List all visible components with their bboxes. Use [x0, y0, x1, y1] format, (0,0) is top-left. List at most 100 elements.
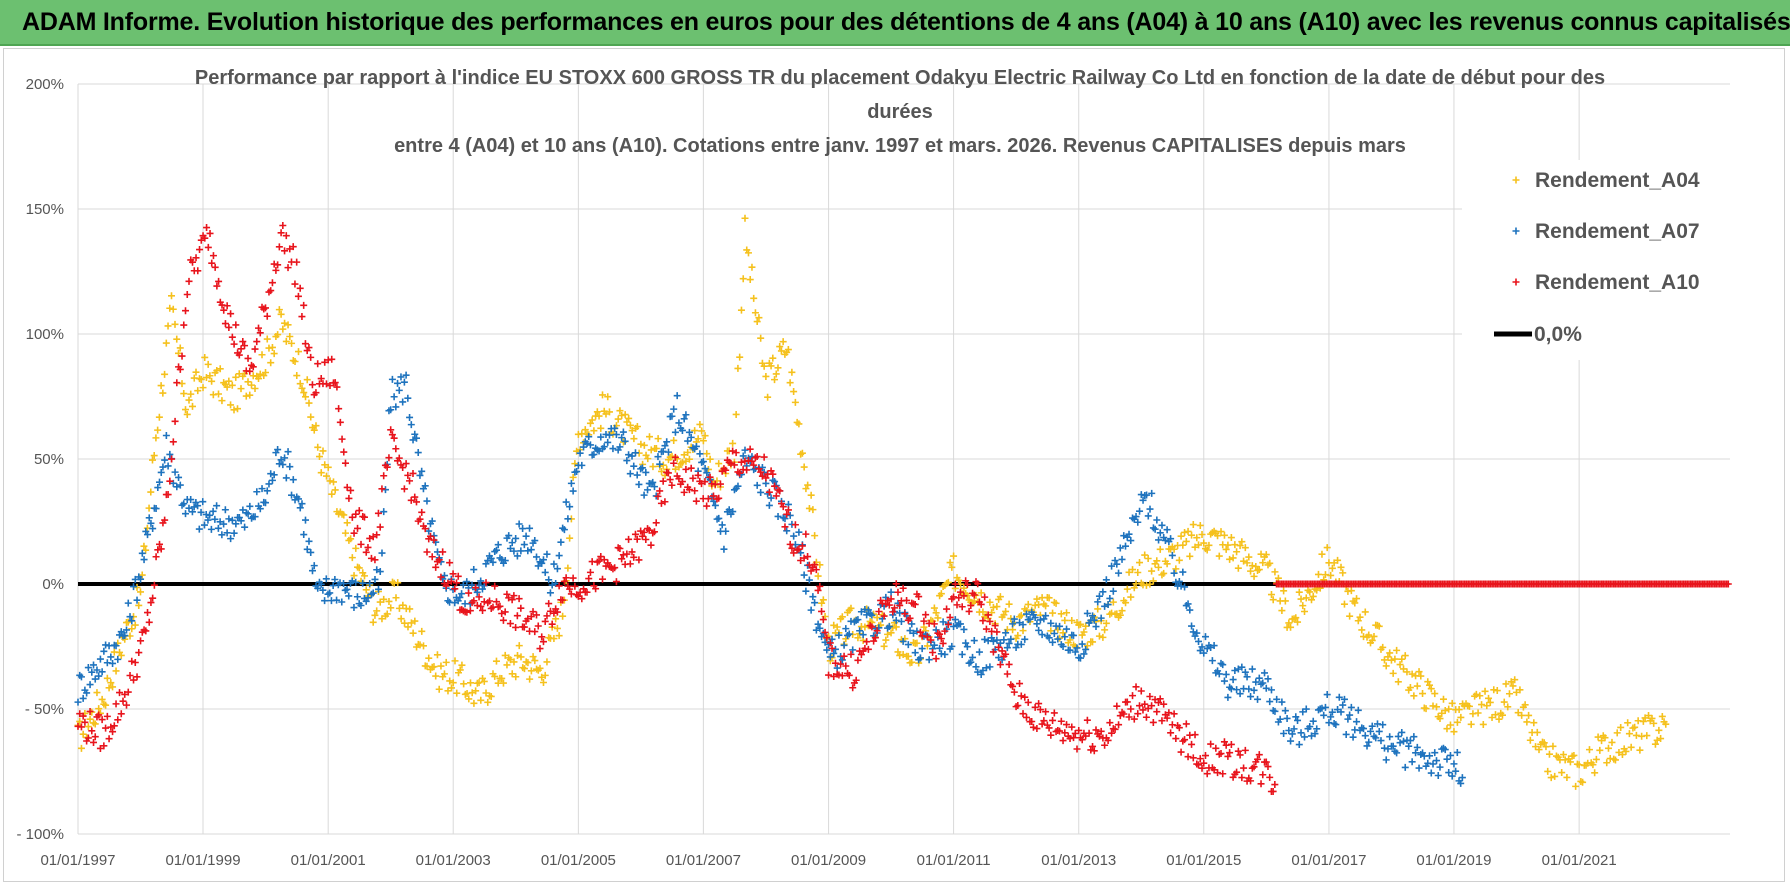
- series-rendement-a10-point: [112, 700, 120, 708]
- series-rendement-a10-point: [510, 592, 518, 600]
- legend-label: Rendement_A07: [1535, 220, 1700, 243]
- series-rendement-a10-point: [1029, 723, 1037, 731]
- series-rendement-a07-point: [144, 531, 152, 539]
- series-rendement-a10-point: [355, 507, 363, 515]
- series-rendement-a10-point: [1115, 721, 1123, 729]
- series-rendement-a04-point: [1189, 521, 1197, 529]
- series-rendement-a04-point: [175, 349, 183, 357]
- series-rendement-a10-point: [1219, 770, 1227, 778]
- series-rendement-a10-point: [638, 532, 646, 540]
- series-rendement-a04-point: [352, 544, 360, 552]
- series-rendement-a10-point: [873, 627, 881, 635]
- series-rendement-a07-point: [1078, 640, 1086, 648]
- series-rendement-a04-point: [1601, 734, 1609, 742]
- series-rendement-a07-point: [428, 517, 436, 525]
- series-rendement-a07-point: [1431, 749, 1439, 757]
- series-rendement-a10-point: [1191, 731, 1199, 739]
- series-rendement-a04-point: [652, 444, 660, 452]
- series-rendement-a10-point: [823, 634, 831, 642]
- series-rendement-a10-point: [1113, 702, 1121, 710]
- series-rendement-a10-point: [430, 536, 438, 544]
- series-rendement-a04-point: [1236, 542, 1244, 550]
- series-rendement-a07-point: [1113, 560, 1121, 568]
- series-rendement-a07-point: [95, 672, 103, 680]
- series-rendement-a07-point: [661, 442, 669, 450]
- series-rendement-a10-point: [183, 291, 191, 299]
- series-rendement-a07-point: [644, 486, 652, 494]
- series-rendement-a10-point: [470, 597, 478, 605]
- series-rendement-a04-point: [1250, 572, 1258, 580]
- series-rendement-a04-point: [244, 378, 252, 386]
- series-rendement-a04-point: [1483, 702, 1491, 710]
- series-rendement-a10-point: [543, 612, 551, 620]
- series-rendement-a04-point: [152, 434, 160, 442]
- series-rendement-a07-point: [842, 625, 850, 633]
- series-rendement-a10-point: [110, 722, 118, 730]
- series-rendement-a07-point: [950, 622, 958, 630]
- series-rendement-a04-point: [934, 614, 942, 622]
- series-rendement-a10-point: [201, 234, 209, 242]
- series-rendement-a07-point: [580, 443, 588, 451]
- series-rendement-a04-point: [703, 450, 711, 458]
- series-rendement-a07-point: [418, 467, 426, 475]
- series-rendement-a07-point: [1361, 732, 1369, 740]
- series-rendement-a07-point: [1443, 755, 1451, 763]
- series-rendement-a10-point: [1009, 682, 1017, 690]
- series-rendement-a07-point: [468, 581, 476, 589]
- series-rendement-a04-point: [1608, 738, 1616, 746]
- series-rendement-a04-point: [946, 559, 954, 567]
- series-rendement-a07-point: [715, 514, 723, 522]
- series-rendement-a10-point: [637, 527, 645, 535]
- y-tick-label: 200%: [26, 76, 64, 93]
- series-rendement-a10-point: [1264, 763, 1272, 771]
- series-rendement-a04-point: [1526, 736, 1534, 744]
- series-rendement-a10-point: [374, 509, 382, 517]
- series-rendement-a10-point: [769, 470, 777, 478]
- series-rendement-a10-point: [1075, 726, 1083, 734]
- series-rendement-a04-point: [1217, 528, 1225, 536]
- series-rendement-a10-point: [864, 645, 872, 653]
- series-rendement-a10-point: [960, 592, 968, 600]
- series-rendement-a10-point: [88, 727, 96, 735]
- series-rendement-a10-point: [196, 246, 204, 254]
- series-rendement-a04-point: [1278, 607, 1286, 615]
- series-rendement-a04-point: [341, 529, 349, 537]
- series-rendement-a07-point: [1111, 557, 1119, 565]
- series-rendement-a04-point: [117, 651, 125, 659]
- series-rendement-a04-point: [779, 338, 787, 346]
- series-rendement-a04-point: [880, 642, 888, 650]
- series-rendement-a07-point: [345, 592, 353, 600]
- series-rendement-a04-point: [340, 511, 348, 519]
- series-rendement-a04-point: [192, 368, 200, 376]
- series-rendement-a04-point: [98, 695, 106, 703]
- series-rendement-a07-point: [550, 560, 558, 568]
- series-rendement-a10-point: [1137, 687, 1145, 695]
- series-rendement-a04-point: [1247, 567, 1255, 575]
- series-rendement-a10-point: [1158, 717, 1166, 725]
- series-rendement-a10-point: [277, 229, 285, 237]
- series-rendement-a10-point: [267, 287, 275, 295]
- series-rendement-a04-point: [1224, 541, 1232, 549]
- series-rendement-a07-point: [262, 499, 270, 507]
- series-rendement-a07-point: [729, 508, 737, 516]
- series-rendement-a04-point: [1123, 585, 1131, 593]
- series-rendement-a04-point: [913, 639, 921, 647]
- series-rendement-a07-point: [102, 641, 110, 649]
- series-rendement-a04-point: [433, 651, 441, 659]
- series-rendement-a04-point: [1142, 581, 1150, 589]
- series-rendement-a10-point: [1207, 740, 1215, 748]
- x-tick-label: 01/01/2005: [541, 852, 616, 869]
- series-rendement-a04-point: [996, 593, 1004, 601]
- series-rendement-a04-point: [394, 579, 402, 587]
- series-rendement-a04-point: [105, 684, 113, 692]
- series-rendement-a07-point: [298, 500, 306, 508]
- series-rendement-a07-point: [826, 653, 834, 661]
- series-rendement-a04-point: [517, 653, 525, 661]
- series-rendement-a04-point: [1525, 711, 1533, 719]
- series-rendement-a07-point: [1410, 733, 1418, 741]
- series-rendement-a07-point: [899, 637, 907, 645]
- series-rendement-a04-point: [684, 448, 692, 456]
- series-rendement-a04-point: [1453, 718, 1461, 726]
- series-rendement-a07-point: [227, 535, 235, 543]
- series-rendement-a04-point: [854, 634, 862, 642]
